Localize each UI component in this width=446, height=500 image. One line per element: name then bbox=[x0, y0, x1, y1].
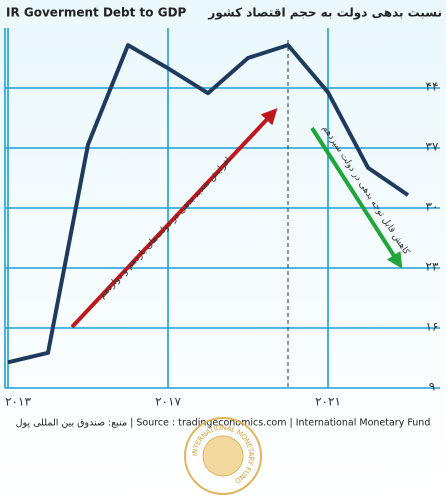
arrow-up bbox=[70, 108, 278, 329]
source: منبع: صندوق بین المللی پول | Source : tr… bbox=[16, 418, 431, 429]
logo bbox=[184, 417, 262, 495]
y-tick-label: ۳۰ bbox=[426, 200, 439, 214]
chart-subtitle: نسبت بدهی دولت به حجم اقتصاد کشور bbox=[207, 6, 442, 21]
y-tick-label: ۳۷ bbox=[426, 140, 439, 154]
y-tick-label: ۱۶ bbox=[426, 320, 439, 334]
x-tick-label: ۲۰۲۱ bbox=[315, 395, 341, 409]
y-tick-label: ۲۳ bbox=[426, 260, 439, 274]
x-tick-label: ۲۰۱۷ bbox=[155, 395, 181, 409]
y-tick-label: ۴۴ bbox=[426, 80, 439, 94]
y-tick-label: ۹ bbox=[429, 380, 435, 394]
logo-globe bbox=[202, 435, 244, 477]
x-tick-label: ۲۰۱۳ bbox=[5, 395, 31, 409]
data-line bbox=[7, 43, 410, 365]
chart-title: IR Goverment Debt to GDP bbox=[6, 6, 187, 20]
arrow-down bbox=[310, 126, 403, 269]
